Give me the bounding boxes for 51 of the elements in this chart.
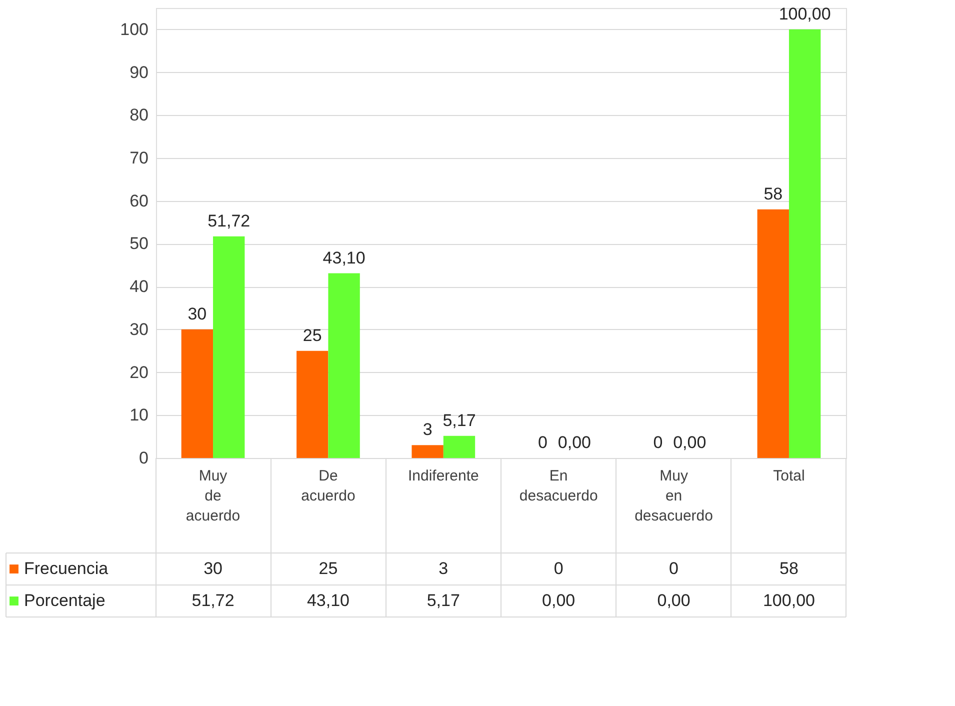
y-tick-label: 50 bbox=[130, 234, 148, 254]
x-tick-label: Total bbox=[773, 468, 805, 484]
data-label: 0,00 bbox=[542, 591, 576, 610]
data-label: 58 bbox=[780, 559, 798, 578]
text: 0 bbox=[538, 433, 548, 452]
data-label: 51,72 bbox=[192, 591, 234, 610]
bar bbox=[443, 436, 476, 458]
data-label: 0,00 bbox=[657, 591, 690, 610]
x-tick-label: Muy de acuerdo bbox=[186, 468, 240, 524]
y-tick-label: 80 bbox=[130, 106, 148, 125]
bar bbox=[328, 273, 360, 458]
text: 25 bbox=[302, 326, 322, 345]
y-tick-label: 10 bbox=[130, 406, 148, 425]
data-label: 0 bbox=[669, 559, 679, 578]
data-label: 3 bbox=[438, 559, 448, 578]
data-label: 5,17 bbox=[426, 591, 460, 610]
bar bbox=[412, 445, 444, 458]
data-label: 43,10 bbox=[306, 591, 350, 610]
x-tick-label: De acuerdo bbox=[301, 468, 356, 504]
y-tick-label: 60 bbox=[130, 191, 148, 210]
text: 51,72 bbox=[208, 211, 250, 230]
text: 0 bbox=[653, 433, 663, 452]
data-label: 100,00 bbox=[762, 591, 815, 610]
data-label: 30 bbox=[204, 559, 222, 578]
text: 43,10 bbox=[322, 248, 366, 268]
x-tick-label: En desacuerdo bbox=[519, 468, 598, 504]
y-tick-label: 40 bbox=[130, 277, 148, 296]
y-tick-label: 30 bbox=[130, 320, 148, 339]
text: 58 bbox=[764, 184, 783, 204]
text: 3 bbox=[422, 420, 432, 440]
x-tick-label: Indiferente bbox=[408, 468, 479, 484]
text: 100,00 bbox=[778, 4, 831, 24]
bar bbox=[213, 236, 245, 458]
text: 0,00 bbox=[558, 433, 591, 452]
y-tick-label: 100 bbox=[120, 20, 148, 39]
y-tick-label: 90 bbox=[130, 62, 148, 82]
text: 0,00 bbox=[673, 433, 706, 452]
text: 30 bbox=[188, 304, 207, 324]
bar bbox=[296, 350, 328, 458]
bar bbox=[181, 329, 214, 458]
data-label: 25 bbox=[318, 559, 338, 578]
bar bbox=[788, 29, 821, 458]
text: 5,17 bbox=[442, 410, 476, 430]
legend-label: Frecuencia bbox=[24, 559, 109, 578]
y-tick-label: 20 bbox=[130, 362, 148, 382]
y-tick-label: 0 bbox=[139, 448, 148, 468]
data-label: 0 bbox=[554, 559, 564, 578]
y-tick-label: 70 bbox=[130, 148, 148, 168]
x-tick-label: Muy en desacuerdo bbox=[634, 468, 713, 524]
legend-label: Porcentaje bbox=[24, 591, 106, 610]
bar bbox=[757, 209, 789, 458]
